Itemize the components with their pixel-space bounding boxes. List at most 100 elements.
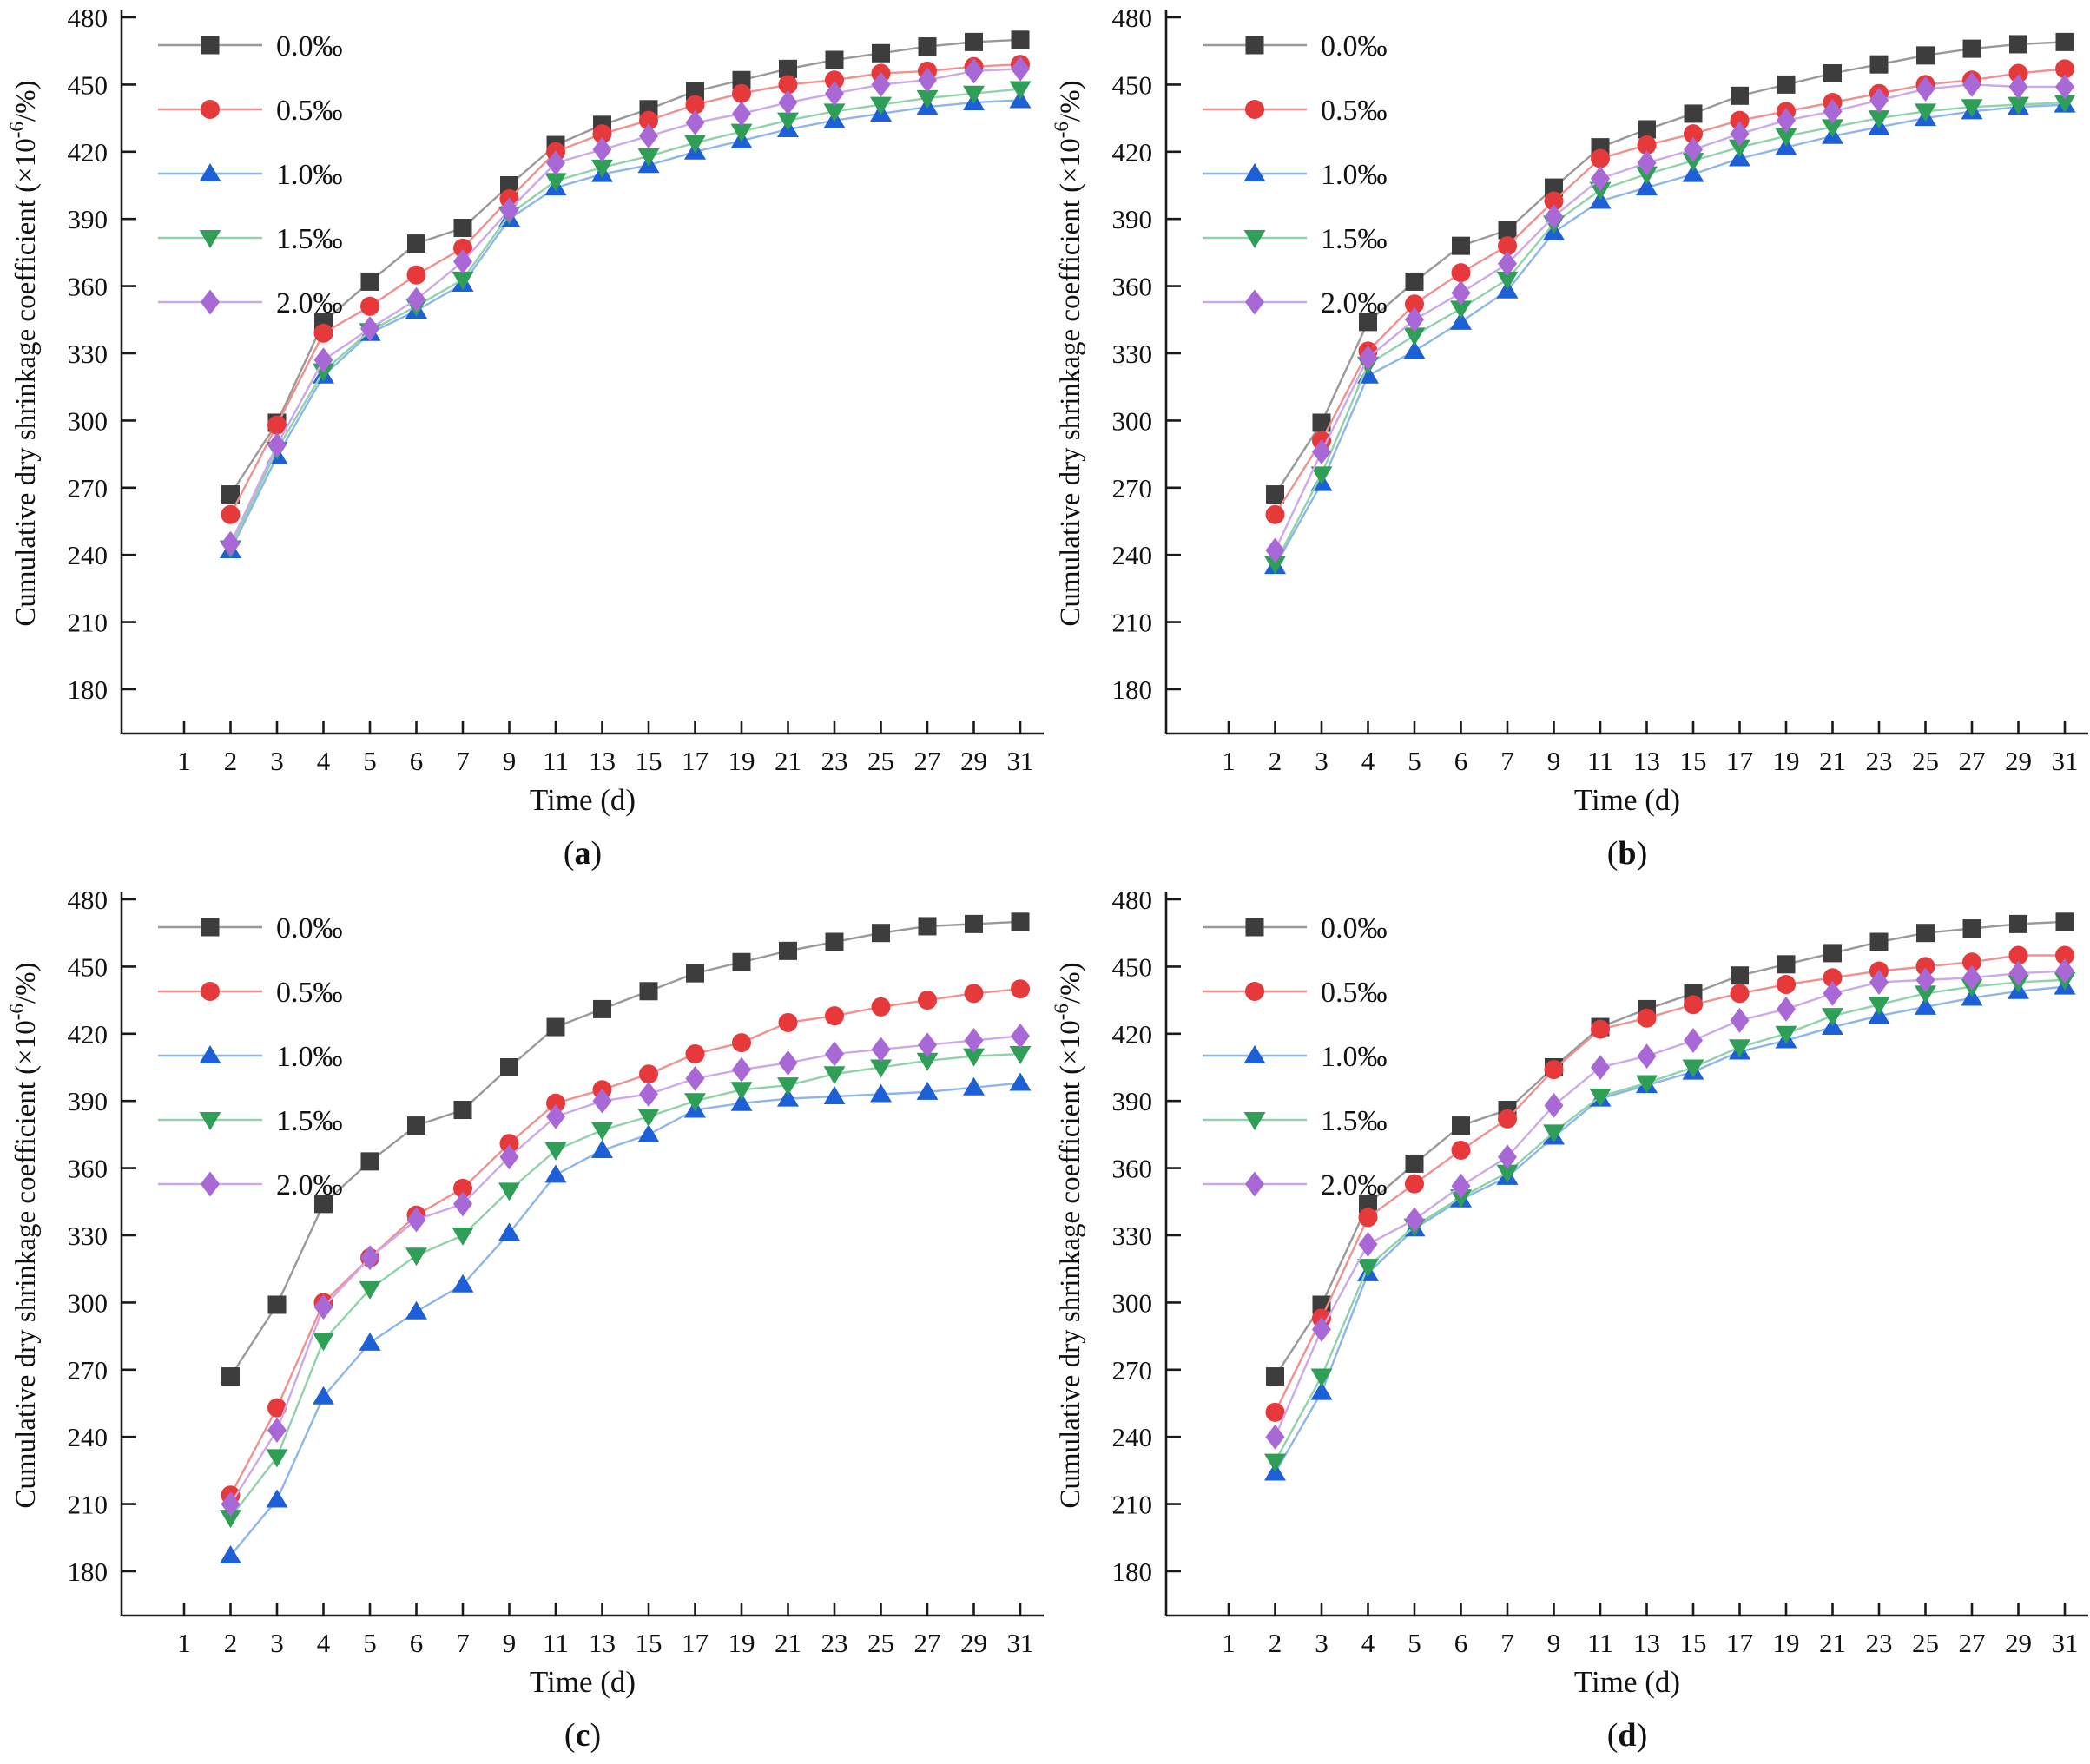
- x-tick-label: 23: [1866, 1628, 1893, 1658]
- y-tick-label: 210: [68, 608, 109, 638]
- diamond-marker: [1591, 1055, 1610, 1080]
- diamond-marker: [1869, 969, 1889, 995]
- circle-marker: [1915, 957, 1935, 977]
- x-tick-label: 1: [177, 746, 191, 776]
- legend-triangle-up-icon: [199, 163, 221, 181]
- x-axis-label: Time (d): [530, 783, 636, 817]
- y-tick-label: 450: [68, 69, 109, 100]
- y-tick-label: 240: [1112, 540, 1153, 570]
- circle-marker: [1637, 1008, 1657, 1028]
- triangle-up-marker: [916, 1081, 939, 1100]
- square-marker: [500, 1058, 518, 1076]
- square-marker: [825, 932, 844, 951]
- x-tick-label: 9: [503, 1628, 517, 1658]
- chart-a-canvas: 1 2 3 4 5 6 7 9 11 13 15 17 19 21 23 25 27 29 311802102402…: [6, 3, 1044, 872]
- square-marker: [1452, 236, 1470, 255]
- x-tick-label: 21: [775, 746, 801, 776]
- series-line: [229, 99, 1021, 551]
- diamond-marker: [1265, 537, 1285, 563]
- circle-marker: [871, 997, 891, 1017]
- diamond-marker: [1451, 1173, 1471, 1199]
- circle-marker: [406, 265, 426, 285]
- circle-marker: [825, 1006, 844, 1026]
- triangle-down-marker: [637, 148, 660, 167]
- x-tick-label: 6: [410, 746, 424, 776]
- circle-marker: [639, 110, 658, 130]
- axes: [120, 892, 1044, 1617]
- y-tick-label: 390: [1112, 204, 1153, 234]
- diamond-marker: [1011, 56, 1030, 82]
- triangle-up-marker: [1403, 340, 1426, 359]
- diamond-marker: [1915, 76, 1935, 102]
- diamond-marker: [778, 1050, 798, 1076]
- circle-marker: [1544, 191, 1564, 211]
- triangle-up-marker: [637, 1123, 660, 1142]
- series-line: [1274, 978, 2066, 1463]
- square-marker: [593, 999, 611, 1018]
- legend-diamond-icon: [201, 1171, 220, 1197]
- series-2.0‰: [221, 56, 1030, 556]
- triangle-up-marker: [1636, 177, 1658, 196]
- diamond-marker: [221, 530, 241, 556]
- square-marker: [1777, 75, 1796, 94]
- diamond-marker: [1591, 166, 1610, 192]
- legend-label: 2.0‰: [1321, 1169, 1388, 1201]
- diamond-marker: [1358, 1231, 1378, 1257]
- y-axis-label: Cumulative dry shrinkage coefficient (×1…: [6, 962, 42, 1508]
- x-tick-label: 15: [636, 1628, 663, 1658]
- legend-circle-icon: [201, 982, 220, 1001]
- series-0.0‰: [221, 912, 1030, 1386]
- legend-label: 0.5‰: [276, 95, 343, 127]
- square-marker: [1962, 39, 1981, 58]
- x-tick-label: 5: [1408, 1628, 1421, 1658]
- legend-diamond-icon: [201, 289, 220, 315]
- x-tick-label: 31: [1007, 1628, 1034, 1658]
- y-tick-label: 300: [1112, 1287, 1153, 1318]
- triangle-up-marker: [870, 1083, 892, 1102]
- x-tick-label: 19: [1773, 1628, 1800, 1658]
- square-marker: [779, 59, 797, 78]
- diamond-marker: [360, 316, 379, 342]
- legend-square-icon: [201, 36, 220, 55]
- x-tick-label: 9: [503, 746, 517, 776]
- triangle-down-marker: [1496, 271, 1519, 290]
- diamond-marker: [685, 109, 705, 135]
- y-tick-label: 180: [1112, 675, 1153, 705]
- y-tick-label: 390: [1112, 1086, 1153, 1116]
- circle-marker: [360, 296, 379, 316]
- square-marker: [1684, 104, 1703, 123]
- y-tick-label: 300: [68, 1287, 109, 1318]
- triangle-up-marker: [823, 1086, 846, 1105]
- diamond-marker: [592, 1088, 612, 1114]
- x-axis-label: Time (d): [1574, 783, 1680, 817]
- legend-circle-icon: [1245, 100, 1264, 119]
- y-tick-label: 360: [1112, 272, 1153, 302]
- legend-circle-icon: [1245, 982, 1264, 1001]
- x-tick-label: 27: [1959, 746, 1986, 776]
- legend-label: 0.0‰: [1321, 30, 1388, 63]
- diamond-marker: [546, 1103, 565, 1129]
- triangle-down-marker: [220, 1510, 241, 1529]
- square-marker: [1869, 55, 1889, 74]
- x-tick-label: 4: [317, 1628, 331, 1658]
- series-line: [1274, 68, 2066, 516]
- legend: 0.0‰ 0.5‰ 1.0‰ 1.5‰ 2.0‰: [1203, 30, 1388, 319]
- diamond-marker: [499, 1144, 519, 1170]
- series-line: [1274, 101, 2066, 565]
- y-tick-label: 420: [68, 137, 109, 168]
- circle-marker: [1451, 1140, 1471, 1160]
- diamond-marker: [313, 1294, 333, 1320]
- x-tick-label: 7: [456, 1628, 470, 1658]
- triangle-down-marker: [266, 1449, 288, 1468]
- square-marker: [872, 43, 890, 63]
- diamond-marker: [918, 1032, 937, 1058]
- legend-label: 1.5‰: [1321, 223, 1388, 255]
- legend-label: 0.5‰: [1321, 977, 1388, 1009]
- y-axis-label: Cumulative dry shrinkage coefficient (×1…: [1051, 962, 1086, 1508]
- circle-marker: [1358, 1208, 1378, 1228]
- diamond-marker: [453, 248, 472, 274]
- diamond-marker: [499, 197, 519, 223]
- y-tick-label: 360: [1112, 1154, 1153, 1184]
- diamond-marker: [1962, 964, 1981, 991]
- circle-marker: [1498, 236, 1517, 256]
